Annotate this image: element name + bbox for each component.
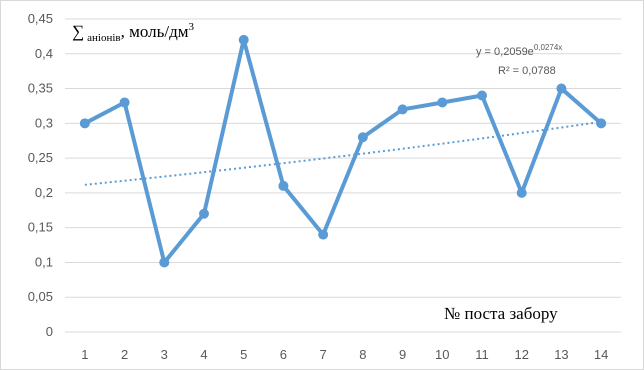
- data-point: [199, 208, 209, 219]
- y-tick-label: 0: [46, 324, 53, 339]
- y-tick-label: 0,4: [35, 46, 53, 61]
- x-axis-label: № поста забору: [444, 304, 558, 323]
- y-tick-label: 0,3: [35, 115, 53, 130]
- x-tick-label: 2: [121, 347, 128, 362]
- y-tick-label: 0,35: [28, 81, 53, 96]
- x-tick-label: 12: [514, 347, 528, 362]
- data-point: [119, 97, 130, 108]
- x-tick-label: 3: [161, 347, 168, 362]
- data-point: [238, 34, 249, 45]
- data-point: [556, 83, 567, 94]
- x-tick-label: 4: [200, 347, 207, 362]
- y-tick-label: 0,2: [35, 185, 53, 200]
- x-tick-label: 5: [240, 347, 247, 362]
- data-point: [357, 132, 368, 143]
- y-axis-label-symbol: ∑: [72, 22, 84, 41]
- y-axis-label-unit: , моль/дм: [121, 22, 189, 41]
- x-tick-label: 11: [475, 347, 489, 362]
- trendline-equation-exponent: 0,0274x: [534, 43, 562, 52]
- data-points: [79, 34, 607, 268]
- trendline-r2: R² = 0,0788: [498, 65, 556, 77]
- x-tick-label: 14: [594, 347, 608, 362]
- x-tick-label: 1: [81, 347, 88, 362]
- x-tick-label: 7: [320, 347, 327, 362]
- series-line: [82, 37, 604, 265]
- x-tick-label: 10: [435, 347, 449, 362]
- data-point: [437, 97, 448, 108]
- data-point: [397, 104, 408, 115]
- y-tick-label: 0,25: [28, 150, 53, 165]
- trendline: [84, 120, 602, 186]
- data-point: [278, 180, 289, 191]
- data-point: [318, 229, 329, 240]
- y-tick-label: 0,45: [28, 11, 53, 26]
- data-point: [516, 187, 527, 198]
- y-axis-label-subscript: аніонів: [87, 32, 120, 44]
- data-point: [79, 118, 90, 129]
- x-tick-label: 8: [359, 347, 366, 362]
- data-point: [596, 118, 607, 129]
- y-axis-label: ∑ аніонів, моль/дм3: [72, 21, 195, 44]
- data-point: [477, 90, 487, 101]
- y-tick-label: 0,1: [35, 254, 53, 269]
- x-tick-label: 6: [280, 347, 287, 362]
- data-point: [159, 257, 170, 268]
- y-axis-ticks: 0 0,05 0,1 0,15 0,2 0,25 0,3 0,35 0,4 0,45: [28, 11, 53, 339]
- y-tick-label: 0,15: [28, 220, 53, 235]
- y-tick-label: 0,05: [28, 289, 53, 304]
- trendline-equation: y = 0,2059e0,0274x: [476, 43, 562, 58]
- x-axis-ticks: 1 2 3 4 5 6 7 8 9 10 11 12 13 14: [81, 347, 608, 362]
- x-tick-label: 13: [554, 347, 568, 362]
- x-tick-label: 9: [399, 347, 406, 362]
- trendline-equation-base: y = 0,2059e: [476, 46, 534, 58]
- y-axis-label-superscript: 3: [189, 21, 195, 33]
